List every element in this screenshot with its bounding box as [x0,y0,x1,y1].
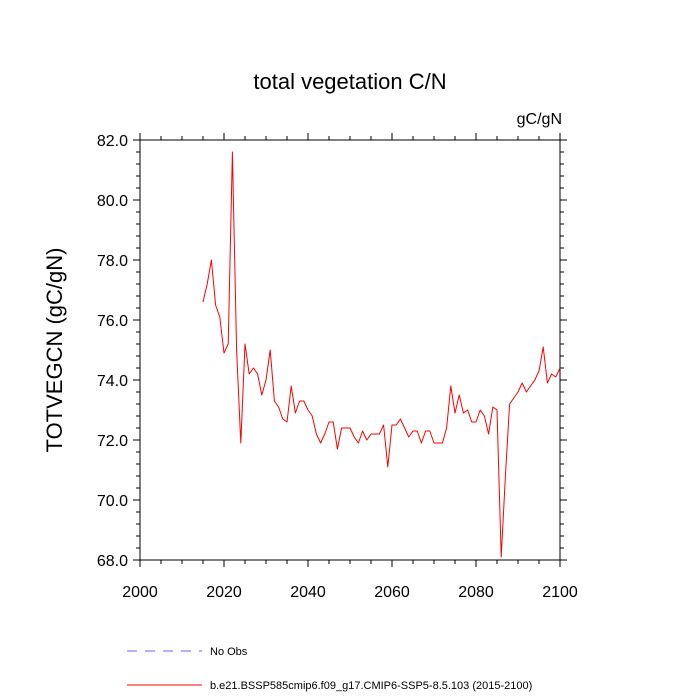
y-tick-label: 76.0 [97,313,128,330]
legend: No Obs b.e21.BSSP585cmip6.f09_g17.CMIP6-S… [127,646,532,692]
legend-label: No Obs [210,646,248,658]
y-tick-label: 82.0 [97,133,128,150]
x-tick-label: 2080 [458,584,494,601]
y-tick-label: 70.0 [97,493,128,510]
y-tick-label: 68.0 [97,553,128,570]
axis-ticks: 68.0 70.0 72.0 74.0 76.0 78.0 80.0 82.0 2000 2020… [97,133,578,601]
y-tick-label: 72.0 [97,433,128,450]
y-axis-label: TOTVEGCN (gC/gN) [42,248,67,453]
y-tick-label: 80.0 [97,193,128,210]
chart-title: total vegetation C/N [253,69,446,94]
x-tick-label: 2100 [542,584,578,601]
x-tick-label: 2060 [374,584,410,601]
x-tick-label: 2000 [122,584,158,601]
y-tick-label: 78.0 [97,253,128,270]
series-layer [202,151,561,558]
units-label: gC/gN [517,111,562,128]
legend-label: b.e21.BSSP585cmip6.f09_g17.CMIP6-SSP5-8.… [210,680,532,692]
y-tick-label: 74.0 [97,373,128,390]
x-tick-label: 2040 [290,584,326,601]
plot-frame [139,139,561,561]
x-tick-label: 2020 [206,584,242,601]
series-line [202,151,561,558]
